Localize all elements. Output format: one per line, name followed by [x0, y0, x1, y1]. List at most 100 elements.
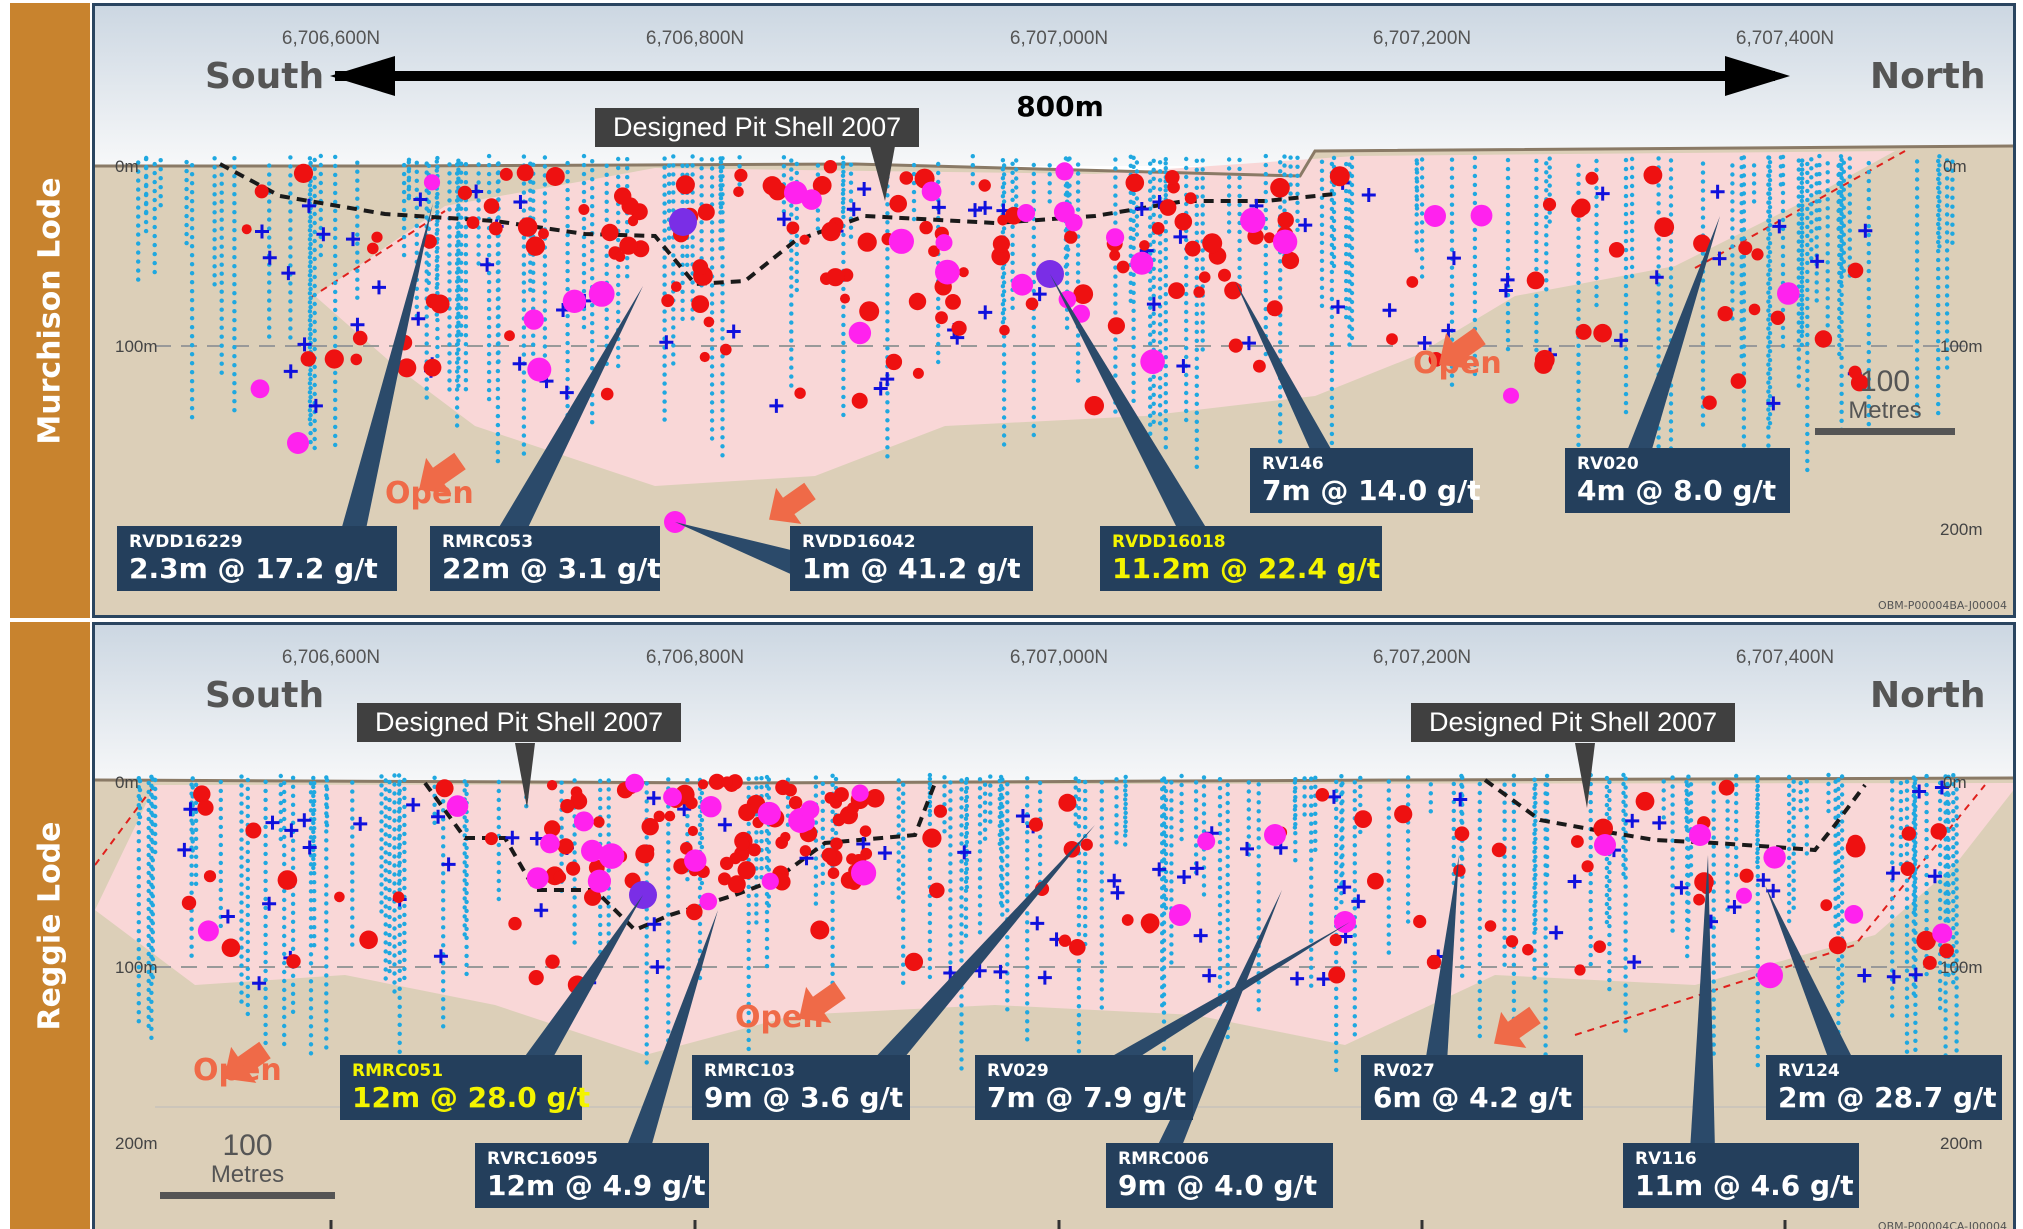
- drill-trace-dot: [1184, 408, 1189, 414]
- drill-trace-dot: [1256, 827, 1261, 832]
- drill-trace-dot: [1576, 271, 1581, 276]
- drill-trace-dot: [136, 965, 141, 970]
- drill-trace-dot: [1594, 212, 1599, 218]
- low-grade-plus-marker: [316, 227, 331, 242]
- drill-trace-dot: [324, 856, 329, 861]
- drill-trace-dot: [1866, 295, 1872, 301]
- drill-trace-dot: [759, 866, 764, 871]
- drill-trace-dot: [1472, 362, 1478, 368]
- drill-trace-dot: [1505, 211, 1511, 217]
- drill-trace-dot: [606, 805, 611, 810]
- drill-trace-dot: [521, 244, 527, 249]
- drill-trace-dot: [1796, 266, 1802, 271]
- intercept-dot-red: [600, 387, 614, 401]
- drill-trace-dot: [1686, 846, 1691, 851]
- drill-trace-dot: [1329, 404, 1335, 410]
- drill-trace-dot: [1001, 388, 1007, 393]
- drill-trace-dot: [267, 316, 272, 321]
- drill-trace-dot: [1594, 194, 1599, 200]
- drill-trace-dot: [1329, 440, 1335, 446]
- drill-trace-dot: [598, 832, 603, 838]
- hole-id: RVDD16042: [802, 532, 916, 552]
- drill-trace-dot: [435, 272, 440, 278]
- drill-trace-dot: [311, 811, 316, 817]
- drill-trace-dot: [1161, 983, 1167, 988]
- callout-leader: [495, 286, 643, 534]
- drill-trace-dot: [1157, 160, 1163, 165]
- drill-trace-dot: [1954, 958, 1959, 963]
- drill-trace-dot: [720, 363, 725, 368]
- drill-trace-dot: [193, 854, 199, 859]
- drill-trace-dot: [189, 397, 195, 402]
- drill-trace-dot: [189, 388, 195, 393]
- drill-trace-dot: [495, 431, 501, 437]
- drill-trace-dot: [1331, 218, 1337, 224]
- drill-trace-dot: [1225, 935, 1230, 941]
- drill-trace-dot: [1711, 1033, 1716, 1038]
- drill-trace-dot: [1225, 1034, 1230, 1040]
- drill-trace-dot: [1161, 902, 1167, 907]
- drill-trace-dot: [1594, 185, 1599, 191]
- intercept-dot-red: [1253, 359, 1266, 373]
- drill-trace-dot: [1194, 419, 1200, 424]
- drill-trace-dot: [136, 857, 141, 862]
- drill-trace-dot: [456, 284, 461, 289]
- scale-bar: 100 Metres: [1815, 366, 1955, 435]
- drill-trace-dot: [1263, 315, 1269, 321]
- drill-trace-dot: [406, 160, 411, 165]
- drill-trace-dot: [1505, 175, 1511, 181]
- drill-trace-dot: [1866, 223, 1872, 229]
- drill-trace-dot: [1477, 1024, 1483, 1030]
- drill-trace-dot: [1839, 247, 1844, 252]
- drill-trace-dot: [720, 300, 725, 305]
- drill-trace-dot: [1295, 200, 1300, 205]
- drill-trace-dot: [308, 241, 313, 247]
- drill-trace-dot: [454, 234, 460, 239]
- drill-trace-dot: [1670, 910, 1675, 915]
- drill-trace-dot: [1621, 853, 1626, 859]
- drill-trace-dot: [720, 417, 725, 422]
- drill-trace-dot: [1604, 892, 1610, 898]
- drill-trace-dot: [1161, 803, 1167, 808]
- drill-trace-dot: [1766, 227, 1771, 232]
- drill-trace-dot: [1767, 223, 1773, 228]
- intercept-dot-red: [1168, 282, 1185, 299]
- drill-trace-dot: [885, 346, 890, 351]
- intercept-dot-magenta: [888, 228, 915, 254]
- drill-trace-dot: [1329, 287, 1335, 293]
- drill-trace-dot: [1064, 280, 1070, 285]
- drill-trace-dot: [158, 167, 163, 172]
- drill-trace-dot: [524, 786, 529, 791]
- drill-trace-dot: [1131, 191, 1136, 196]
- drill-trace-dot: [383, 841, 388, 846]
- drill-trace-dot: [1954, 805, 1959, 810]
- low-grade-plus-marker: [857, 182, 872, 197]
- drill-trace-dot: [463, 180, 469, 185]
- drill-trace-dot: [1734, 800, 1739, 806]
- drill-trace-dot: [1113, 166, 1118, 171]
- drill-trace-dot: [528, 188, 533, 193]
- intercept-dot-red: [517, 217, 538, 237]
- drill-trace-dot: [1263, 297, 1269, 303]
- drill-trace-dot: [158, 194, 163, 199]
- intercept-dot-red: [1643, 165, 1663, 185]
- drill-trace-dot: [245, 966, 250, 972]
- drill-trace-dot: [1936, 248, 1941, 254]
- drill-trace-dot: [565, 250, 570, 256]
- drill-trace-dot: [1786, 909, 1792, 915]
- drill-trace-dot: [1711, 979, 1716, 984]
- drill-trace-dot: [136, 875, 141, 880]
- span-arrow-head-left: [330, 56, 395, 96]
- drill-trace-dot: [521, 289, 527, 294]
- drill-trace-dot: [1075, 171, 1081, 176]
- drill-trace-dot: [1839, 418, 1844, 423]
- drill-trace-dot: [1161, 875, 1167, 880]
- drill-trace-dot: [1576, 190, 1581, 195]
- drill-trace-dot: [1472, 371, 1478, 377]
- drill-trace-dot: [308, 223, 313, 229]
- drill-trace-dot: [486, 396, 492, 402]
- drill-trace-dot: [1700, 305, 1706, 310]
- drill-trace-dot: [1767, 250, 1773, 255]
- drill-trace-dot: [464, 827, 469, 833]
- drill-trace-dot: [1734, 845, 1739, 851]
